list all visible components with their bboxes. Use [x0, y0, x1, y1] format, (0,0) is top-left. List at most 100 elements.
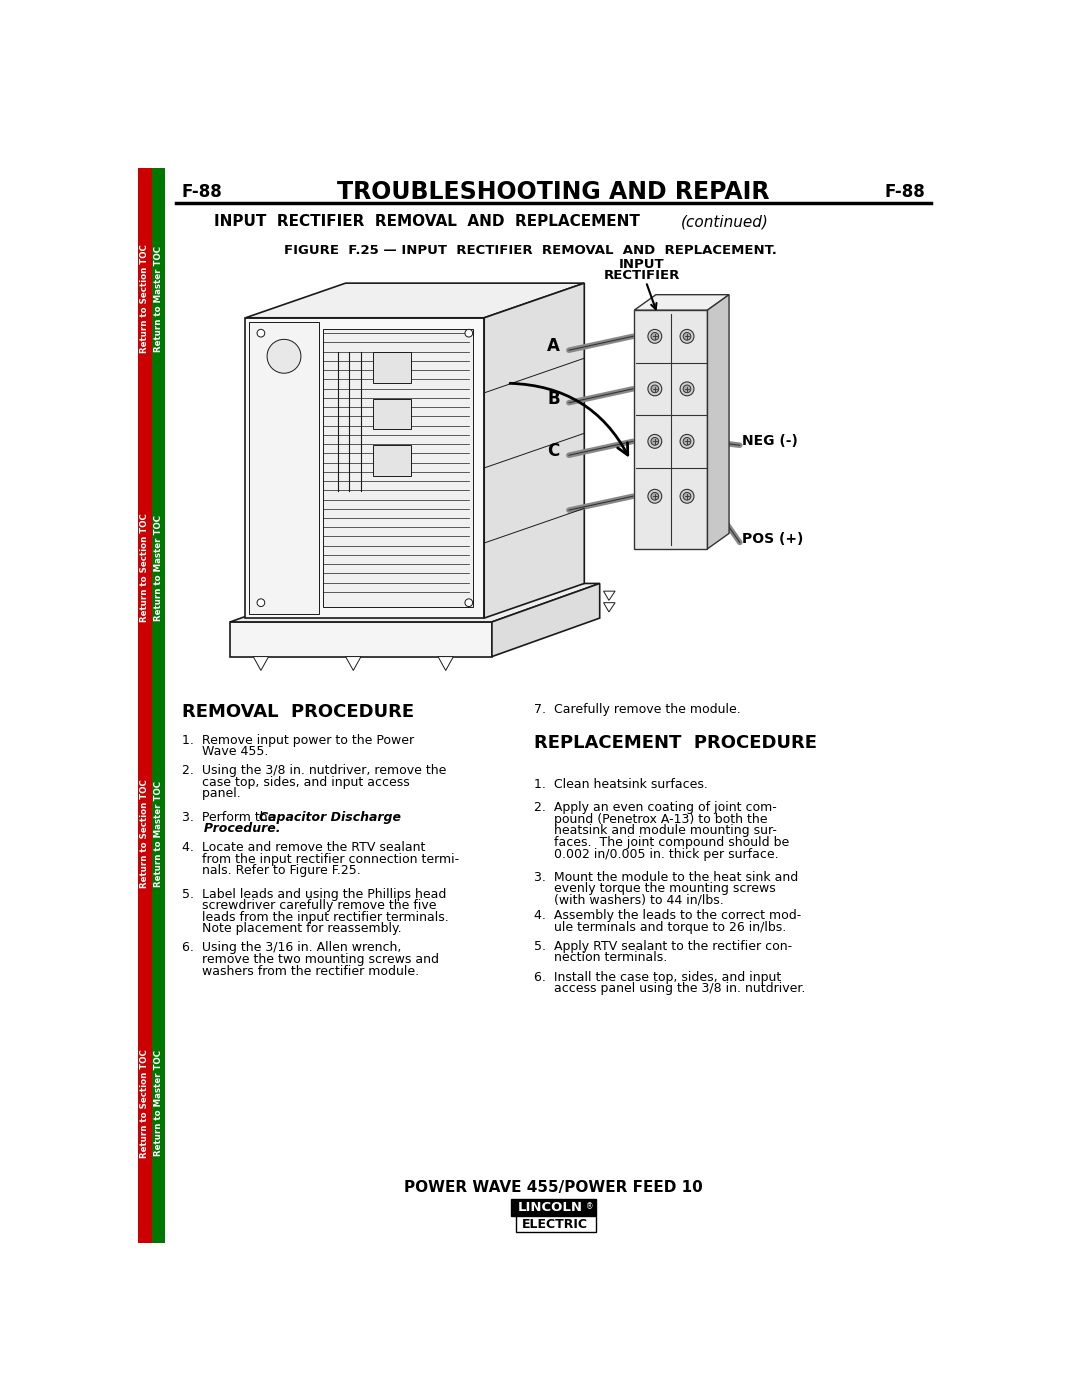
Text: from the input rectifier connection termi-: from the input rectifier connection term…	[181, 854, 459, 866]
Bar	[511, 1200, 596, 1217]
Text: A: A	[546, 337, 559, 355]
Bar	[151, 168, 165, 1243]
Polygon shape	[604, 602, 616, 612]
Text: 1.  Clean heatsink surfaces.: 1. Clean heatsink surfaces.	[535, 778, 708, 791]
Text: 2.  Using the 3/8 in. nutdriver, remove the: 2. Using the 3/8 in. nutdriver, remove t…	[181, 764, 446, 777]
Text: Return to Master TOC: Return to Master TOC	[154, 781, 163, 887]
Text: Return to Master TOC: Return to Master TOC	[154, 515, 163, 622]
Text: 7.  Carefully remove the module.: 7. Carefully remove the module.	[535, 703, 741, 715]
Text: INPUT: INPUT	[619, 258, 665, 271]
Text: C: C	[548, 443, 559, 461]
Text: F-88: F-88	[885, 183, 926, 201]
Polygon shape	[604, 591, 616, 601]
Text: ule terminals and torque to 26 in/lbs.: ule terminals and torque to 26 in/lbs.	[535, 921, 786, 933]
Text: 3.  Mount the module to the heat sink and: 3. Mount the module to the heat sink and	[535, 870, 798, 884]
Polygon shape	[491, 584, 599, 657]
Polygon shape	[346, 657, 361, 671]
Text: POWER WAVE 455/POWER FEED 10: POWER WAVE 455/POWER FEED 10	[404, 1180, 703, 1196]
Text: (with washers) to 44 in/lbs.: (with washers) to 44 in/lbs.	[535, 894, 724, 907]
Text: washers from the rectifier module.: washers from the rectifier module.	[181, 964, 419, 978]
Circle shape	[684, 437, 691, 446]
Text: Return to Master TOC: Return to Master TOC	[154, 1051, 163, 1157]
Polygon shape	[230, 584, 599, 622]
Text: FIGURE  F.25 — INPUT  RECTIFIER  REMOVAL  AND  REPLACEMENT.: FIGURE F.25 — INPUT RECTIFIER REMOVAL AN…	[284, 244, 777, 257]
Text: pound (Penetrox A-13) to both the: pound (Penetrox A-13) to both the	[535, 813, 768, 826]
Text: 0.002 in/0.005 in. thick per surface.: 0.002 in/0.005 in. thick per surface.	[535, 848, 779, 861]
Text: 4.  Locate and remove the RTV sealant: 4. Locate and remove the RTV sealant	[181, 841, 424, 855]
Bar	[373, 352, 411, 383]
Text: REPLACEMENT  PROCEDURE: REPLACEMENT PROCEDURE	[535, 733, 818, 752]
Bar	[245, 317, 484, 617]
Circle shape	[465, 330, 473, 337]
Text: Return to Master TOC: Return to Master TOC	[154, 246, 163, 352]
Circle shape	[684, 332, 691, 341]
Bar	[634, 310, 707, 549]
Text: panel.: panel.	[181, 788, 241, 800]
Circle shape	[465, 599, 473, 606]
Polygon shape	[438, 657, 454, 671]
Text: ELECTRIC: ELECTRIC	[522, 1218, 588, 1231]
Text: Procedure.: Procedure.	[181, 823, 280, 835]
Circle shape	[648, 489, 662, 503]
Text: Return to Section TOC: Return to Section TOC	[140, 244, 149, 353]
Text: case top, sides, and input access: case top, sides, and input access	[181, 775, 409, 789]
Polygon shape	[634, 295, 729, 310]
Bar	[323, 330, 473, 606]
Bar	[516, 1217, 596, 1232]
Text: 5.  Apply RTV sealant to the rectifier con-: 5. Apply RTV sealant to the rectifier co…	[535, 940, 793, 953]
Text: ®: ®	[586, 1201, 594, 1211]
Bar	[249, 321, 319, 615]
Bar	[373, 398, 411, 429]
Bar	[138, 168, 151, 1243]
Text: 4.  Assembly the leads to the correct mod-: 4. Assembly the leads to the correct mod…	[535, 909, 801, 922]
Text: Wave 455.: Wave 455.	[181, 745, 268, 759]
Circle shape	[651, 386, 659, 393]
Text: leads from the input rectifier terminals.: leads from the input rectifier terminals…	[181, 911, 448, 923]
Text: Capacitor Discharge: Capacitor Discharge	[258, 810, 401, 824]
Text: F-88: F-88	[181, 183, 222, 201]
Bar	[373, 444, 411, 475]
Circle shape	[684, 492, 691, 500]
Text: B: B	[548, 390, 559, 408]
Text: Return to Section TOC: Return to Section TOC	[140, 1049, 149, 1158]
Text: INPUT  RECTIFIER  REMOVAL  AND  REPLACEMENT: INPUT RECTIFIER REMOVAL AND REPLACEMENT	[214, 214, 639, 229]
Text: 6.  Using the 3/16 in. Allen wrench,: 6. Using the 3/16 in. Allen wrench,	[181, 942, 401, 954]
Polygon shape	[707, 295, 729, 549]
Circle shape	[651, 437, 659, 446]
Text: access panel using the 3/8 in. nutdriver.: access panel using the 3/8 in. nutdriver…	[535, 982, 806, 995]
Text: Note placement for reassembly.: Note placement for reassembly.	[181, 922, 401, 935]
Text: NEG (-): NEG (-)	[742, 434, 798, 448]
Polygon shape	[253, 657, 269, 671]
Text: 3.  Perform the: 3. Perform the	[181, 810, 279, 824]
Polygon shape	[245, 284, 584, 317]
Circle shape	[648, 381, 662, 395]
Circle shape	[680, 434, 694, 448]
Polygon shape	[484, 284, 584, 617]
Circle shape	[651, 492, 659, 500]
Circle shape	[651, 332, 659, 341]
Text: REMOVAL  PROCEDURE: REMOVAL PROCEDURE	[181, 703, 414, 721]
Circle shape	[648, 330, 662, 344]
Text: remove the two mounting screws and: remove the two mounting screws and	[181, 953, 438, 967]
Text: 1.  Remove input power to the Power: 1. Remove input power to the Power	[181, 733, 414, 746]
Circle shape	[257, 330, 265, 337]
Circle shape	[257, 599, 265, 606]
Text: nals. Refer to Figure F.25.: nals. Refer to Figure F.25.	[181, 865, 361, 877]
Text: LINCOLN: LINCOLN	[518, 1201, 583, 1214]
Text: 5.  Label leads and using the Phillips head: 5. Label leads and using the Phillips he…	[181, 887, 446, 901]
Text: (continued): (continued)	[680, 214, 769, 229]
Text: heatsink and module mounting sur-: heatsink and module mounting sur-	[535, 824, 778, 837]
Circle shape	[680, 330, 694, 344]
Text: screwdriver carefully remove the five: screwdriver carefully remove the five	[181, 900, 436, 912]
Text: 2.  Apply an even coating of joint com-: 2. Apply an even coating of joint com-	[535, 802, 777, 814]
Text: RECTIFIER: RECTIFIER	[604, 270, 680, 282]
Bar	[230, 622, 491, 657]
Text: faces.  The joint compound should be: faces. The joint compound should be	[535, 835, 789, 849]
Text: Return to Section TOC: Return to Section TOC	[140, 780, 149, 888]
Text: POS (+): POS (+)	[742, 532, 804, 546]
Circle shape	[680, 381, 694, 395]
Circle shape	[680, 489, 694, 503]
Text: Return to Section TOC: Return to Section TOC	[140, 514, 149, 623]
Text: evenly torque the mounting screws: evenly torque the mounting screws	[535, 882, 777, 895]
Text: TROUBLESHOOTING AND REPAIR: TROUBLESHOOTING AND REPAIR	[337, 180, 770, 204]
